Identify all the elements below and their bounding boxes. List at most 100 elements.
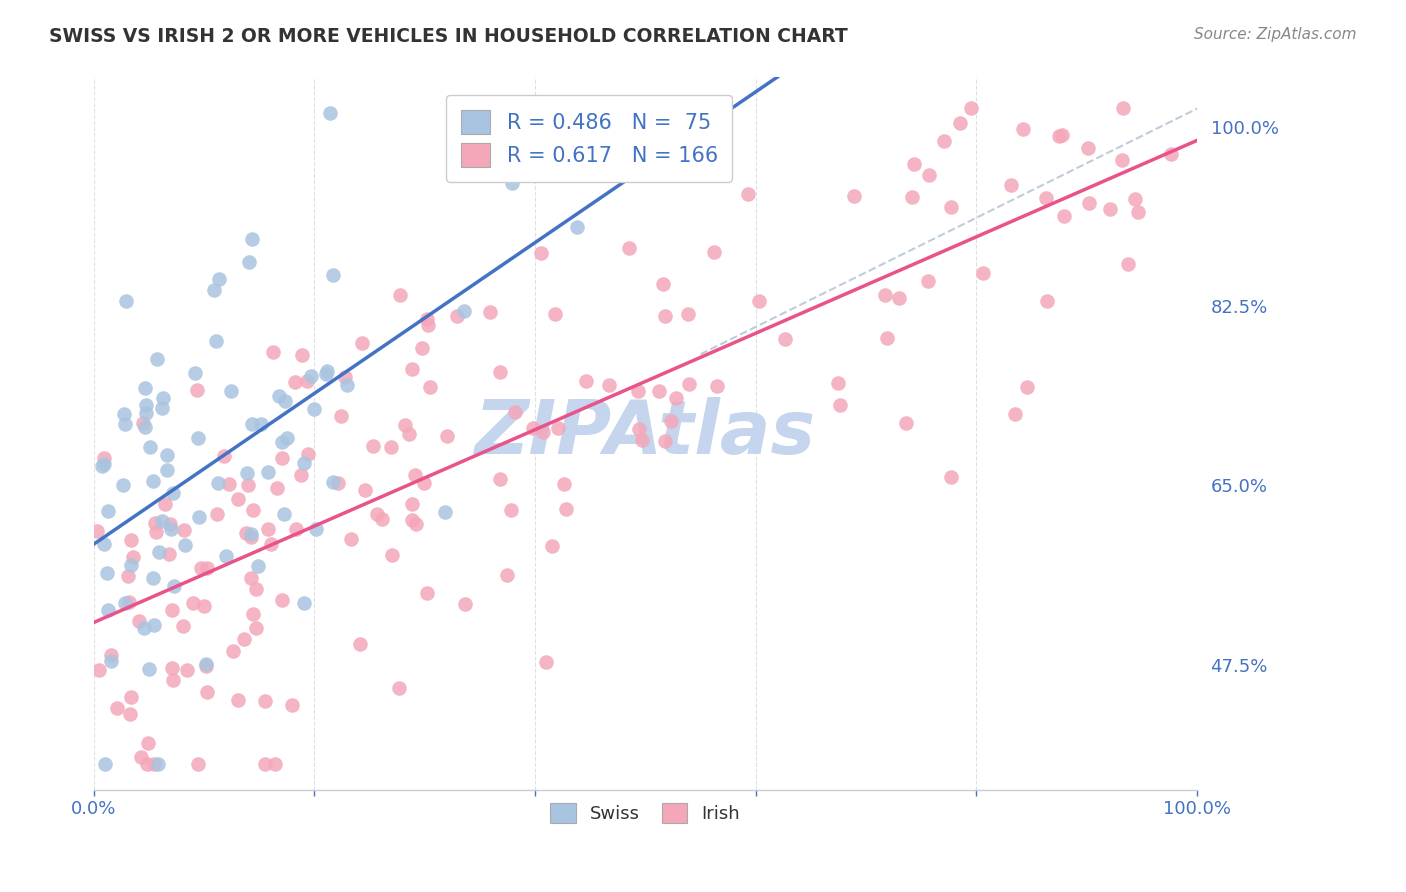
Point — [186, 383, 208, 397]
Point — [257, 522, 280, 536]
Point — [1015, 380, 1038, 394]
Point — [553, 476, 575, 491]
Point — [160, 661, 183, 675]
Point — [361, 439, 384, 453]
Point — [875, 288, 897, 302]
Point — [271, 593, 294, 607]
Point — [146, 757, 169, 772]
Point — [173, 537, 195, 551]
Point — [394, 418, 416, 433]
Point — [162, 673, 184, 687]
Point — [453, 304, 475, 318]
Point — [628, 422, 651, 436]
Point — [335, 369, 357, 384]
Point — [135, 398, 157, 412]
Point — [271, 450, 294, 465]
Point — [176, 663, 198, 677]
Point — [939, 470, 962, 484]
Point — [1050, 128, 1073, 143]
Point — [648, 384, 671, 398]
Point — [290, 468, 312, 483]
Point — [281, 698, 304, 712]
Point — [138, 736, 160, 750]
Point — [260, 536, 283, 550]
Point — [1035, 191, 1057, 205]
Point — [150, 514, 173, 528]
Point — [297, 447, 319, 461]
Point — [136, 757, 159, 772]
Point — [416, 311, 439, 326]
Point — [143, 516, 166, 531]
Point — [380, 440, 402, 454]
Point — [195, 685, 218, 699]
Point — [86, 524, 108, 539]
Point — [242, 502, 264, 516]
Point — [190, 561, 212, 575]
Point — [160, 603, 183, 617]
Point — [205, 334, 228, 349]
Point — [100, 654, 122, 668]
Point — [1047, 129, 1070, 144]
Point — [187, 430, 209, 444]
Point — [411, 341, 433, 355]
Point — [254, 694, 277, 708]
Point — [195, 657, 218, 672]
Point — [284, 375, 307, 389]
Point — [221, 384, 243, 399]
Point — [401, 361, 423, 376]
Point — [401, 498, 423, 512]
Point — [159, 516, 181, 531]
Point — [159, 547, 181, 561]
Point — [207, 475, 229, 490]
Point — [239, 530, 262, 544]
Point — [547, 421, 569, 435]
Point — [107, 700, 129, 714]
Point — [236, 466, 259, 480]
Point — [90, 458, 112, 473]
Point — [295, 374, 318, 388]
Point — [172, 619, 194, 633]
Point — [1099, 202, 1122, 216]
Point — [534, 655, 557, 669]
Point — [276, 431, 298, 445]
Point — [416, 586, 439, 600]
Point — [146, 352, 169, 367]
Point — [900, 190, 922, 204]
Point — [218, 477, 240, 491]
Point — [120, 558, 142, 573]
Point — [138, 662, 160, 676]
Point — [292, 596, 315, 610]
Point — [245, 621, 267, 635]
Point — [354, 483, 377, 498]
Point — [530, 246, 553, 260]
Point — [240, 417, 263, 431]
Point — [291, 348, 314, 362]
Point — [114, 596, 136, 610]
Point — [1116, 257, 1139, 271]
Point — [142, 571, 165, 585]
Point — [941, 200, 963, 214]
Point — [120, 533, 142, 548]
Point — [917, 274, 939, 288]
Point — [388, 681, 411, 695]
Point — [138, 440, 160, 454]
Text: 100.0%: 100.0% — [1211, 120, 1278, 137]
Point — [129, 749, 152, 764]
Point — [228, 492, 250, 507]
Point — [173, 523, 195, 537]
Point — [531, 425, 554, 439]
Point — [134, 621, 156, 635]
Point — [326, 476, 349, 491]
Point — [903, 157, 925, 171]
Point — [93, 537, 115, 551]
Point — [202, 283, 225, 297]
Point — [1004, 407, 1026, 421]
Point — [247, 558, 270, 573]
Point — [1111, 153, 1133, 167]
Point — [1126, 204, 1149, 219]
Point — [235, 526, 257, 541]
Point — [187, 509, 209, 524]
Point — [416, 318, 439, 332]
Point — [503, 405, 526, 419]
Point — [97, 504, 120, 518]
